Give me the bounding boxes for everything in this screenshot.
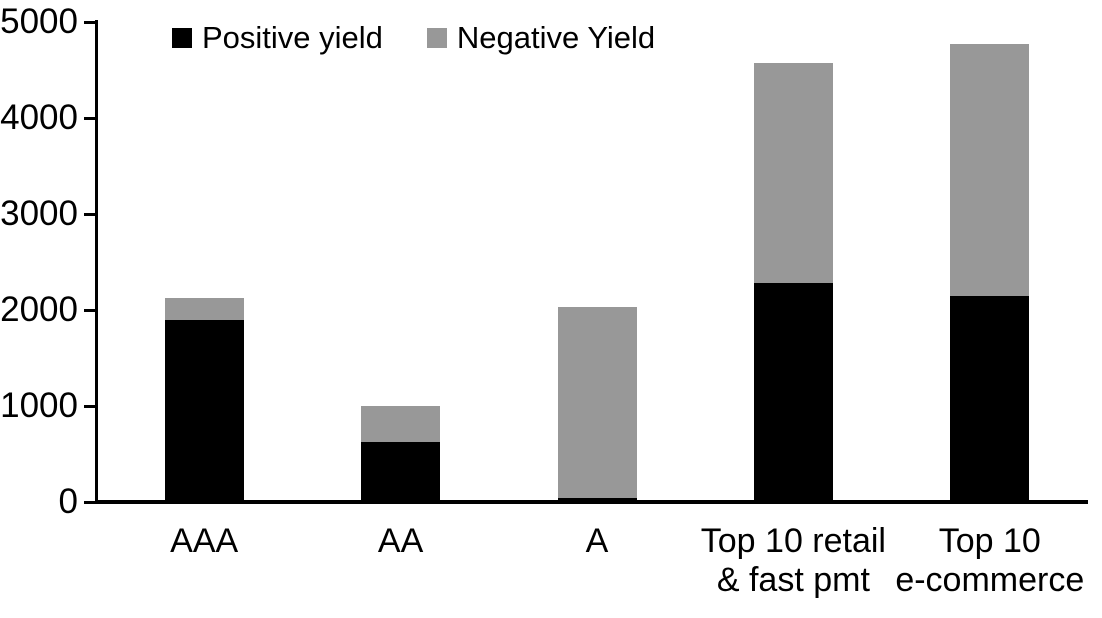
legend-swatch-icon bbox=[426, 27, 447, 48]
bar-segment bbox=[753, 283, 833, 502]
y-tick-label: 3000 bbox=[0, 194, 78, 233]
legend-item: Positive yield bbox=[172, 22, 383, 53]
x-tick-label: AAA bbox=[170, 522, 239, 560]
y-tick-mark bbox=[84, 212, 97, 216]
y-tick-mark bbox=[84, 116, 97, 120]
bar-segment bbox=[557, 497, 637, 502]
x-tick-label: AA bbox=[377, 522, 424, 560]
legend-swatch-icon bbox=[172, 27, 192, 48]
bar-segment bbox=[753, 63, 833, 284]
y-tick-mark bbox=[84, 308, 97, 312]
y-axis-line bbox=[95, 20, 98, 504]
bar-segment bbox=[950, 295, 1030, 502]
legend-item: Negative Yield bbox=[426, 20, 656, 55]
y-tick-label: 4000 bbox=[0, 98, 78, 137]
bar-segment bbox=[164, 297, 244, 320]
stacked-bar bbox=[164, 297, 244, 502]
y-tick-label: 1000 bbox=[0, 386, 78, 425]
bar-segment bbox=[361, 442, 441, 502]
bar-segment bbox=[361, 405, 441, 443]
stacked-bar bbox=[361, 405, 441, 502]
bar-segment bbox=[164, 319, 244, 502]
y-tick-label: 5000 bbox=[0, 2, 78, 41]
chart-legend: Positive yield Negative Yield bbox=[172, 22, 655, 53]
legend-label: Negative Yield bbox=[456, 20, 656, 55]
y-tick-mark bbox=[84, 500, 97, 504]
y-tick-label: 2000 bbox=[0, 290, 78, 329]
y-tick-mark bbox=[84, 20, 97, 24]
bar-segment bbox=[950, 43, 1030, 296]
stacked-bar bbox=[753, 63, 833, 502]
stacked-bar bbox=[950, 43, 1030, 502]
y-tick-label: 0 bbox=[58, 482, 78, 521]
x-axis-line bbox=[95, 500, 1088, 504]
bar-segment bbox=[557, 306, 637, 498]
x-tick-label: Top 10 retail & fast pmt bbox=[700, 522, 886, 599]
y-tick-mark bbox=[84, 404, 97, 408]
stacked-bar bbox=[557, 306, 637, 502]
x-tick-label: A bbox=[585, 522, 609, 560]
x-tick-label: Top 10 e-commerce bbox=[895, 522, 1085, 599]
legend-label: Positive yield bbox=[202, 20, 383, 55]
